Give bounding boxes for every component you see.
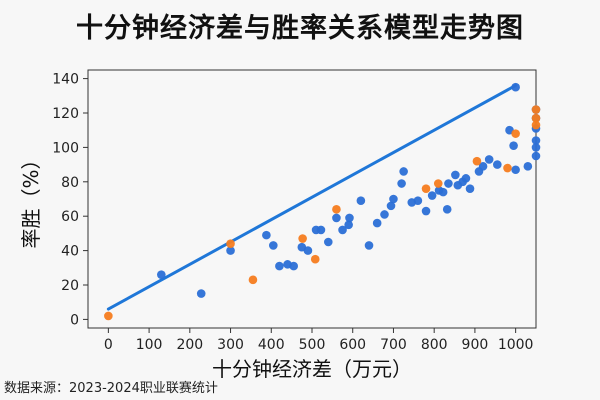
x-tick-label: 500	[299, 337, 326, 353]
y-axis-label: 率胜（%）	[19, 149, 43, 248]
data-point-blue	[511, 165, 520, 175]
data-point-blue	[427, 191, 437, 200]
data-point-orange	[298, 234, 307, 243]
y-tick-label: 60	[61, 209, 79, 225]
data-point-blue	[332, 213, 341, 223]
data-point-orange	[511, 129, 520, 138]
data-point-blue	[275, 261, 284, 271]
x-tick-label: 400	[258, 337, 285, 353]
data-point-blue	[444, 179, 453, 188]
data-source-note: 数据来源：2023-2024职业联赛统计	[4, 381, 218, 396]
data-point-blue	[389, 194, 398, 204]
data-point-blue	[345, 213, 354, 223]
data-point-blue	[509, 141, 518, 150]
data-point-blue	[531, 143, 541, 152]
x-tick-label: 1000	[498, 337, 534, 353]
data-point-blue	[493, 160, 502, 169]
y-tick-label: 100	[52, 140, 79, 156]
y-tick-label: 0	[70, 312, 79, 328]
x-tick-label: 300	[217, 337, 244, 353]
data-point-blue	[511, 82, 520, 92]
y-tick-label: 120	[52, 106, 79, 122]
chart-title: 十分钟经济差与胜率关系模型走势图	[76, 13, 524, 44]
data-point-blue	[316, 225, 326, 235]
data-point-blue	[338, 225, 347, 235]
data-point-blue	[344, 220, 353, 230]
x-tick-label: 600	[339, 337, 366, 353]
data-point-blue	[380, 210, 389, 219]
data-point-blue	[442, 205, 452, 214]
data-point-orange	[226, 239, 235, 249]
data-point-orange	[503, 163, 512, 173]
y-tick-label: 80	[61, 175, 79, 191]
data-point-orange	[531, 105, 541, 114]
data-point-blue	[397, 179, 406, 188]
x-tick-label: 100	[136, 337, 163, 353]
data-point-blue	[523, 162, 533, 171]
x-axis-label: 十分钟经济差（万元）	[212, 357, 412, 381]
data-point-blue	[531, 136, 541, 145]
x-tick-label: 0	[104, 337, 113, 353]
data-point-blue	[386, 201, 396, 211]
data-point-blue	[269, 241, 278, 250]
data-point-blue	[478, 162, 488, 171]
data-point-blue	[465, 184, 475, 193]
x-tick-label: 200	[176, 337, 203, 353]
x-tick-label: 800	[421, 337, 448, 353]
data-point-blue	[438, 187, 448, 197]
data-point-orange	[310, 254, 320, 264]
x-tick-label: 900	[462, 337, 489, 353]
data-point-blue	[461, 174, 471, 183]
data-point-blue	[323, 237, 333, 247]
trend-line	[106, 83, 518, 311]
data-point-blue	[421, 206, 431, 216]
data-point-blue	[531, 151, 541, 161]
data-point-orange	[531, 113, 541, 123]
data-point-orange	[248, 275, 258, 285]
data-point-orange	[433, 179, 443, 188]
data-point-blue	[372, 218, 382, 228]
y-tick-label: 40	[61, 244, 79, 260]
data-point-blue	[451, 170, 460, 180]
data-point-blue	[303, 246, 313, 255]
data-point-orange	[421, 184, 431, 193]
plot-frame	[87, 69, 537, 329]
y-tick-label: 20	[61, 278, 79, 294]
data-point-blue	[356, 196, 366, 206]
data-point-orange	[472, 156, 482, 166]
data-point-blue	[196, 289, 206, 298]
data-point-blue	[157, 270, 166, 279]
data-point-orange	[104, 311, 113, 321]
x-tick-label: 700	[380, 337, 407, 353]
data-point-blue	[226, 246, 235, 255]
data-point-blue	[484, 155, 494, 164]
data-point-blue	[399, 167, 408, 176]
data-point-blue	[289, 261, 298, 271]
data-point-orange	[332, 205, 341, 214]
data-point-blue	[262, 230, 271, 240]
data-point-orange	[531, 120, 541, 130]
y-tick-label: 140	[52, 72, 79, 88]
data-point-blue	[364, 241, 374, 250]
data-point-blue	[413, 196, 423, 206]
